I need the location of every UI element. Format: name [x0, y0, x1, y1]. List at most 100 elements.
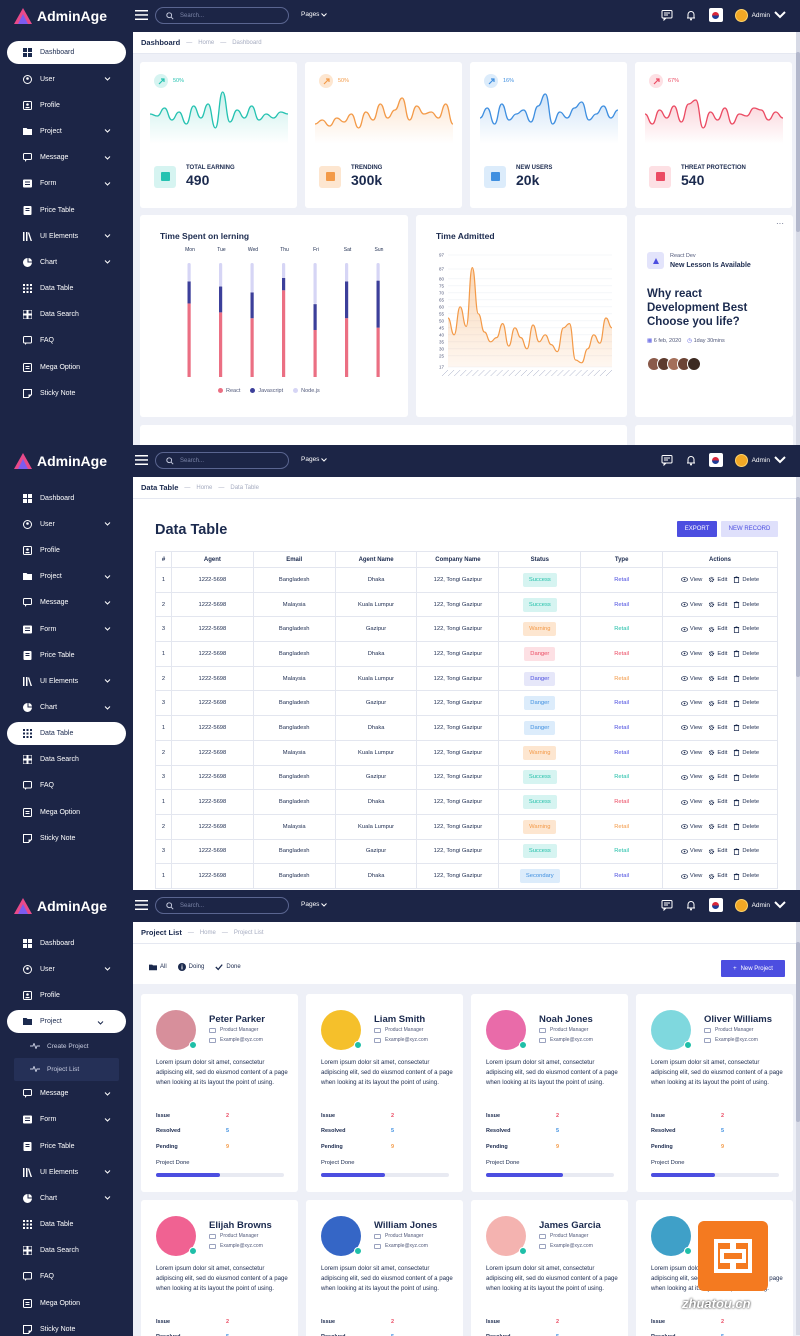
column-header[interactable]: Company Name — [416, 551, 500, 568]
column-header[interactable]: Email — [252, 551, 336, 568]
table-row[interactable]: 1 1222-5698 Bangladesh Dhaka 122, Tongi Gazi… — [155, 567, 778, 593]
sidebar-item-data-search[interactable]: Data Search — [0, 302, 133, 328]
sidebar-item-sticky-note[interactable]: Sticky Note — [0, 1316, 133, 1336]
member-name[interactable]: Noah Jones — [539, 1014, 593, 1025]
sidebar-item-user[interactable]: User — [0, 956, 133, 982]
view-button[interactable]: View — [680, 774, 702, 781]
delete-button[interactable]: Delete — [733, 601, 759, 608]
delete-button[interactable]: Delete — [733, 675, 759, 683]
new-record-button[interactable]: NEW RECORD — [721, 521, 778, 537]
sidebar-item-profile[interactable]: Profile — [0, 537, 133, 563]
member-name[interactable]: Peter Parker — [209, 1014, 265, 1025]
sidebar-item-sticky-note[interactable]: Sticky Note — [0, 825, 133, 851]
member-name[interactable]: James Garcia — [539, 1220, 601, 1231]
column-header[interactable]: Actions — [662, 551, 778, 568]
table-row[interactable]: 2 1222-5698 Malaysia Kuala Lumpur 122, Tongi… — [155, 813, 778, 840]
sidebar-item-data-search[interactable]: Data Search — [0, 747, 133, 773]
edit-button[interactable]: Edit — [708, 724, 727, 731]
table-row[interactable]: 1 1222-5698 Bangladesh Dhaka 122, Tongi Gazi… — [155, 715, 778, 741]
sidebar-item-form[interactable]: Form — [0, 171, 133, 197]
edit-button[interactable]: Edit — [708, 823, 727, 830]
language-flag-icon[interactable] — [708, 453, 723, 467]
table-row[interactable]: 3 1222-5698 Bangladesh Gazipur 122, Tongi Ga… — [155, 690, 778, 717]
project-card[interactable]: Peter Parker Product Manager Example@xyz.c… — [141, 994, 298, 1192]
sidebar-subitem-project-list[interactable]: Project List — [14, 1057, 119, 1081]
sidebar-item-user[interactable]: User — [0, 66, 133, 92]
delete-button[interactable]: Delete — [733, 650, 759, 658]
view-button[interactable]: View — [680, 848, 702, 855]
table-row[interactable]: 1 1222-5698 Bangladesh Dhaka 122, Tongi Gazi… — [155, 789, 778, 815]
sidebar-item-user[interactable]: User — [0, 511, 133, 537]
view-button[interactable]: View — [680, 650, 702, 657]
member-name[interactable]: Oliver Williams — [704, 1014, 773, 1025]
delete-button[interactable]: Delete — [733, 873, 759, 880]
sidebar-subitem-create-project[interactable]: Create Project — [0, 1035, 133, 1058]
export-button[interactable]: EXPORT — [677, 521, 717, 537]
sidebar-item-faq[interactable]: FAQ — [0, 773, 133, 799]
delete-button[interactable]: Delete — [733, 799, 759, 806]
table-row[interactable]: 1 1222-5698 Bangladesh Dhaka 122, Tongi Gazi… — [155, 641, 778, 667]
bell-icon[interactable] — [685, 899, 697, 911]
delete-button[interactable]: Delete — [733, 724, 759, 732]
breadcrumb-home-link[interactable]: Home — [199, 929, 216, 936]
sidebar-item-form[interactable]: Form — [0, 1107, 133, 1133]
column-header[interactable]: Agent Name — [334, 551, 418, 568]
delete-button[interactable]: Delete — [733, 823, 759, 831]
sidebar-item-chart[interactable]: Chart — [0, 249, 133, 275]
app-logo[interactable]: AdminAge — [14, 453, 107, 469]
user-menu[interactable]: Admin — [734, 898, 786, 912]
project-card[interactable]: Liam Smith Product Manager Example@xyz.com… — [306, 994, 463, 1192]
sidebar-item-dashboard[interactable]: Dashboard — [0, 485, 133, 511]
sidebar-item-chart[interactable]: Chart — [0, 1185, 133, 1211]
sidebar-item-data-table[interactable]: Data Table — [0, 1212, 133, 1238]
column-header[interactable]: Status — [498, 551, 582, 568]
sidebar-item-profile[interactable]: Profile — [0, 92, 133, 118]
scrollbar[interactable] — [796, 922, 800, 1335]
bell-icon[interactable] — [685, 454, 697, 466]
edit-button[interactable]: Edit — [708, 873, 727, 880]
sidebar-item-data-table[interactable]: Data Table — [0, 276, 133, 302]
sidebar-item-form[interactable]: Form — [0, 616, 133, 642]
filter-doing[interactable]: Doing — [177, 963, 204, 971]
edit-button[interactable]: Edit — [708, 576, 727, 583]
sidebar-item-faq[interactable]: FAQ — [0, 1264, 133, 1290]
view-button[interactable]: View — [680, 675, 702, 682]
table-row[interactable]: 3 1222-5698 Bangladesh Gazipur 122, Tongi Ga… — [155, 616, 778, 643]
sidebar-item-project[interactable]: Project — [0, 118, 133, 144]
view-button[interactable]: View — [680, 749, 702, 756]
view-button[interactable]: View — [680, 724, 702, 731]
project-card[interactable]: Oliver Williams Product Manager Example@xy… — [636, 994, 793, 1192]
search-input[interactable]: Search... — [155, 7, 289, 24]
table-row[interactable]: 2 1222-5698 Malaysia Kuala Lumpur 122, Tongi… — [155, 591, 778, 618]
delete-button[interactable]: Delete — [733, 774, 759, 781]
sidebar-item-ui-elements[interactable]: UI Elements — [0, 668, 133, 694]
view-button[interactable]: View — [680, 626, 702, 633]
project-card[interactable]: James Garcia Product Manager Example@xyz.c… — [471, 1200, 628, 1336]
table-row[interactable]: 3 1222-5698 Bangladesh Gazipur 122, Tongi Ga… — [155, 838, 778, 865]
sidebar-item-ui-elements[interactable]: UI Elements — [0, 1159, 133, 1185]
sidebar-item-message[interactable]: Message — [0, 590, 133, 616]
sidebar-item-price-table[interactable]: Price Table — [0, 197, 133, 223]
sidebar-item-price-table[interactable]: Price Table — [0, 642, 133, 668]
edit-button[interactable]: Edit — [708, 700, 727, 707]
delete-button[interactable]: Delete — [733, 749, 759, 757]
edit-button[interactable]: Edit — [708, 848, 727, 855]
table-row[interactable]: 2 1222-5698 Malaysia Kuala Lumpur 122, Tongi… — [155, 665, 778, 692]
view-button[interactable]: View — [680, 799, 702, 806]
sidebar-item-project[interactable]: Project — [7, 1009, 126, 1033]
sidebar-item-faq[interactable]: FAQ — [0, 328, 133, 354]
project-card[interactable]: William Jones Product Manager Example@xyz.… — [306, 1200, 463, 1336]
sidebar-item-dashboard[interactable]: Dashboard — [7, 41, 126, 64]
search-input[interactable]: Search... — [155, 452, 289, 469]
pages-dropdown[interactable]: Pages — [301, 901, 328, 908]
chat-icon[interactable] — [661, 9, 673, 21]
app-logo[interactable]: AdminAge — [14, 8, 107, 24]
view-button[interactable]: View — [680, 873, 702, 880]
hamburger-icon[interactable] — [135, 10, 148, 20]
pages-dropdown[interactable]: Pages — [301, 11, 328, 18]
column-header[interactable]: # — [155, 551, 172, 568]
member-name[interactable]: Elijah Browns — [209, 1220, 272, 1231]
sidebar-item-mega-option[interactable]: Mega Option — [0, 354, 133, 380]
table-row[interactable]: 3 1222-5698 Bangladesh Gazipur 122, Tongi Ga… — [155, 764, 778, 791]
hamburger-icon[interactable] — [135, 900, 148, 910]
